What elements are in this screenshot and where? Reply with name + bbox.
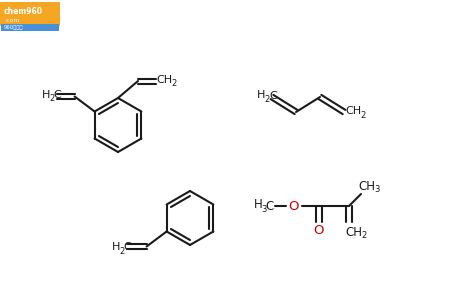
Text: CH: CH	[156, 75, 172, 85]
Text: CH: CH	[358, 180, 375, 193]
Text: 2: 2	[172, 79, 177, 88]
Bar	[1, 24, 59, 31]
Text: CH: CH	[346, 226, 363, 239]
Text: O: O	[314, 224, 324, 236]
Text: H: H	[257, 90, 265, 100]
Text: H: H	[254, 198, 263, 212]
Text: H: H	[111, 243, 120, 253]
Text: 3: 3	[374, 185, 380, 195]
Text: 2: 2	[264, 95, 270, 103]
Text: 2: 2	[361, 231, 366, 241]
Text: H: H	[41, 89, 50, 100]
Text: 2: 2	[119, 247, 124, 256]
Text: C: C	[124, 243, 131, 253]
Text: chem960: chem960	[4, 8, 43, 16]
Text: 2: 2	[49, 94, 54, 103]
Text: 3: 3	[261, 205, 267, 214]
Text: C: C	[269, 91, 277, 101]
Text: C: C	[266, 200, 274, 212]
Text: O: O	[289, 200, 299, 212]
Text: .com: .com	[4, 18, 19, 23]
FancyBboxPatch shape	[0, 2, 60, 26]
Text: CH: CH	[345, 106, 361, 116]
Text: 960化工网: 960化工网	[4, 25, 24, 30]
Text: C: C	[54, 91, 62, 100]
Text: 2: 2	[360, 110, 365, 120]
